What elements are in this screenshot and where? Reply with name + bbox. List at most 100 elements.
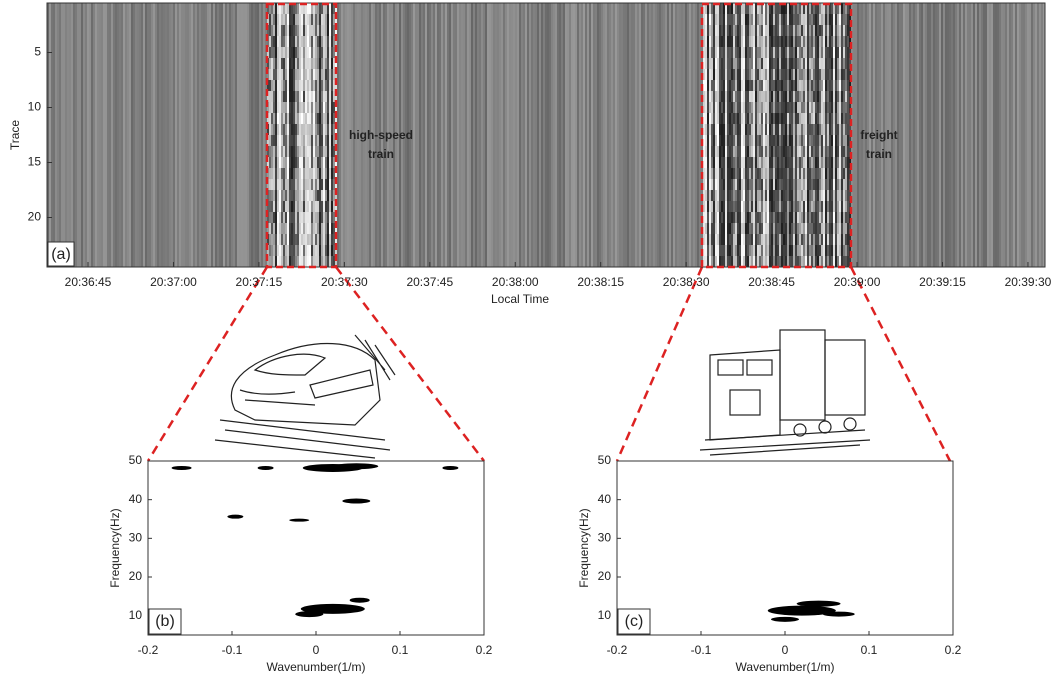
texture bbox=[735, 25, 737, 36]
texture bbox=[827, 80, 829, 91]
texture bbox=[823, 157, 825, 168]
texture bbox=[805, 179, 807, 190]
texture bbox=[287, 223, 289, 234]
texture bbox=[745, 168, 747, 179]
texture bbox=[287, 124, 289, 135]
texture bbox=[843, 168, 845, 179]
texture bbox=[331, 179, 333, 190]
texture bbox=[319, 201, 321, 212]
texture bbox=[705, 234, 707, 245]
texture bbox=[731, 256, 733, 267]
texture bbox=[919, 3, 921, 267]
texture bbox=[283, 179, 285, 190]
texture bbox=[735, 14, 737, 25]
texture bbox=[753, 190, 755, 201]
texture bbox=[287, 14, 289, 25]
texture bbox=[727, 58, 729, 69]
texture bbox=[297, 223, 299, 234]
texture bbox=[799, 201, 801, 212]
texture bbox=[749, 223, 751, 234]
texture bbox=[809, 113, 811, 124]
texture bbox=[837, 179, 839, 190]
texture bbox=[327, 91, 329, 102]
texture bbox=[329, 91, 331, 102]
texture bbox=[743, 3, 745, 14]
texture bbox=[785, 124, 787, 135]
texture bbox=[313, 223, 315, 234]
texture bbox=[709, 245, 711, 256]
texture bbox=[717, 223, 719, 234]
texture bbox=[841, 245, 843, 256]
texture bbox=[795, 168, 797, 179]
texture bbox=[811, 113, 813, 124]
texture bbox=[333, 36, 335, 47]
texture bbox=[753, 80, 755, 91]
texture bbox=[331, 135, 333, 146]
texture bbox=[775, 146, 777, 157]
texture bbox=[723, 190, 725, 201]
texture bbox=[703, 190, 705, 201]
texture bbox=[275, 124, 277, 135]
y-tick-label: 30 bbox=[129, 531, 143, 545]
texture bbox=[821, 223, 823, 234]
texture bbox=[271, 69, 273, 80]
texture bbox=[807, 25, 809, 36]
texture bbox=[653, 3, 655, 267]
texture bbox=[809, 157, 811, 168]
texture bbox=[847, 223, 849, 234]
texture bbox=[749, 190, 751, 201]
texture bbox=[325, 146, 327, 157]
texture bbox=[235, 3, 237, 267]
texture bbox=[333, 190, 335, 201]
texture bbox=[781, 113, 783, 124]
texture bbox=[275, 146, 277, 157]
texture bbox=[803, 234, 805, 245]
texture bbox=[813, 245, 815, 256]
texture bbox=[317, 190, 319, 201]
texture bbox=[795, 201, 797, 212]
texture bbox=[845, 47, 847, 58]
texture bbox=[775, 212, 777, 223]
texture bbox=[285, 80, 287, 91]
texture bbox=[299, 124, 301, 135]
texture bbox=[285, 47, 287, 58]
texture bbox=[275, 69, 277, 80]
texture bbox=[839, 256, 841, 267]
texture bbox=[799, 80, 801, 91]
texture bbox=[823, 80, 825, 91]
texture bbox=[765, 234, 767, 245]
texture bbox=[821, 47, 823, 58]
texture bbox=[789, 124, 791, 135]
texture bbox=[331, 256, 333, 267]
texture bbox=[281, 168, 283, 179]
texture bbox=[759, 168, 761, 179]
texture bbox=[281, 124, 283, 135]
texture bbox=[703, 58, 705, 69]
texture bbox=[333, 245, 335, 256]
texture bbox=[805, 69, 807, 80]
texture bbox=[791, 25, 793, 36]
texture bbox=[747, 234, 749, 245]
texture bbox=[283, 256, 285, 267]
texture bbox=[725, 113, 727, 124]
texture bbox=[761, 58, 763, 69]
texture bbox=[771, 124, 773, 135]
texture bbox=[833, 14, 835, 25]
texture bbox=[311, 212, 313, 223]
texture bbox=[561, 3, 563, 267]
texture bbox=[675, 3, 677, 267]
texture bbox=[823, 124, 825, 135]
texture bbox=[845, 113, 847, 124]
texture bbox=[733, 102, 735, 113]
texture bbox=[761, 135, 763, 146]
texture bbox=[309, 135, 311, 146]
texture bbox=[309, 3, 311, 14]
x-tick-label: -0.2 bbox=[138, 643, 159, 657]
texture bbox=[907, 3, 909, 267]
texture bbox=[285, 223, 287, 234]
texture bbox=[115, 3, 117, 267]
texture bbox=[655, 3, 657, 267]
texture bbox=[785, 36, 787, 47]
texture bbox=[807, 168, 809, 179]
texture bbox=[731, 47, 733, 58]
